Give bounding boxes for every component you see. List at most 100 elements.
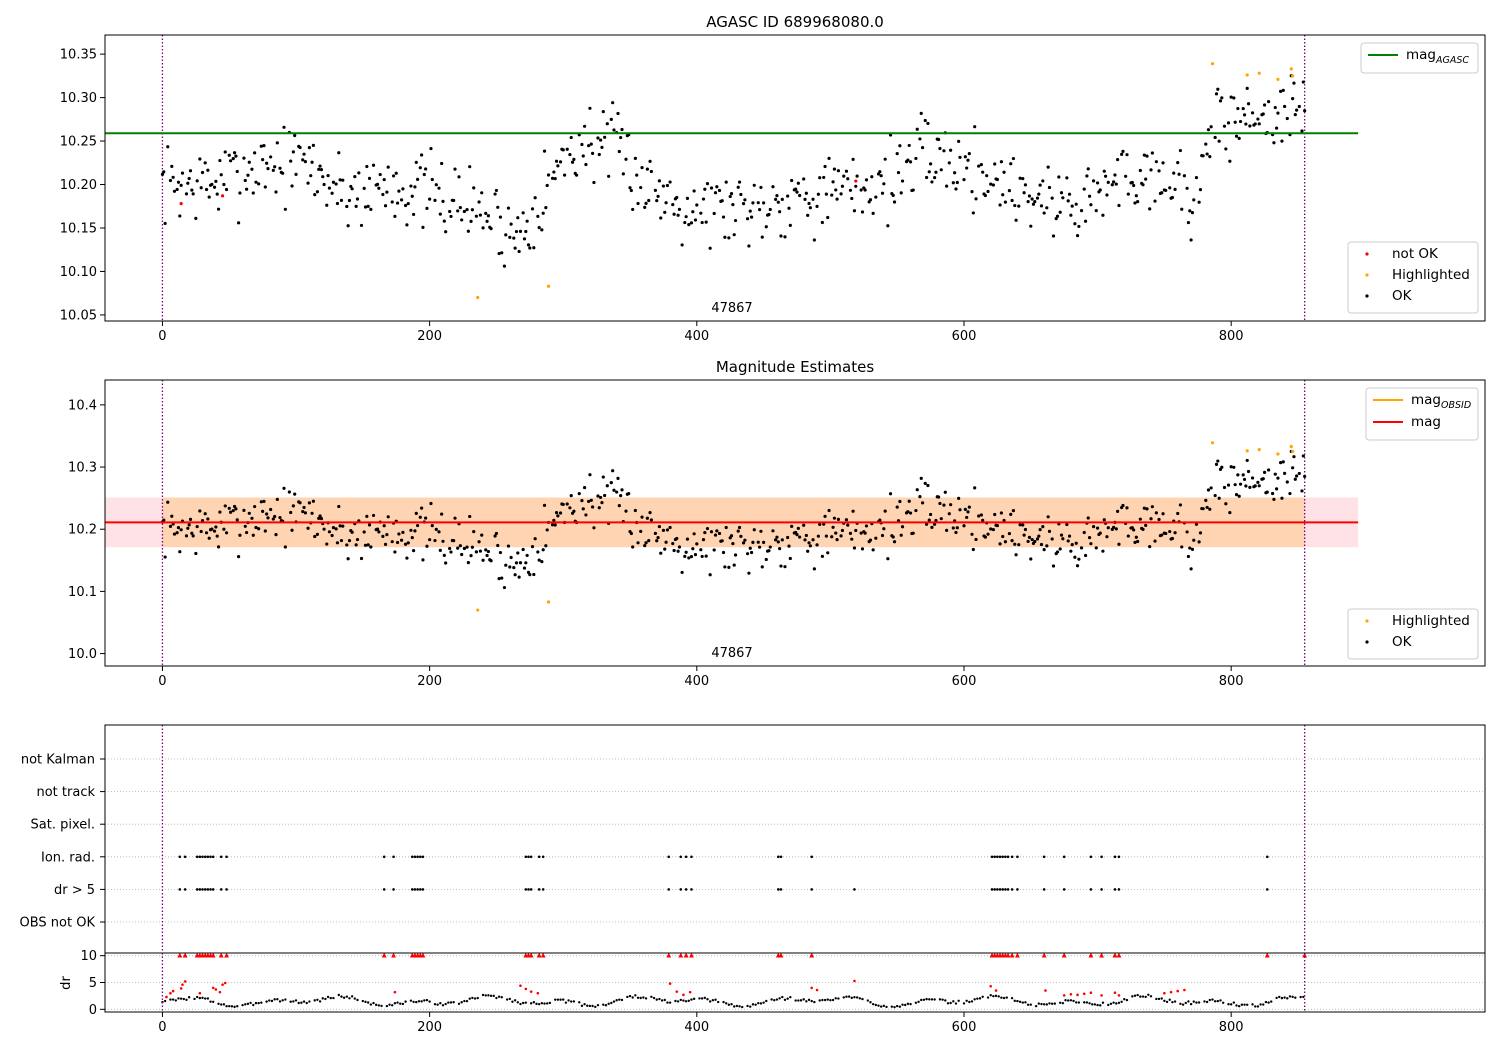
ok-point-p2-371 bbox=[796, 526, 800, 530]
ok-point-p1-55 bbox=[254, 180, 258, 184]
dr-point-410 bbox=[708, 1000, 712, 1003]
ok-point-p2-15 bbox=[187, 523, 191, 527]
ok-point-p1-514 bbox=[1041, 179, 1045, 183]
flag-point-4-12 bbox=[392, 888, 395, 891]
x-tick-label-600: 600 bbox=[952, 329, 977, 344]
ok-point-p2-211 bbox=[522, 566, 527, 570]
dr-point-692 bbox=[1085, 1001, 1089, 1004]
dr-point-464 bbox=[781, 995, 784, 999]
ok-point-p2-190 bbox=[486, 549, 491, 554]
dr-point-278 bbox=[532, 1001, 536, 1004]
ok-point-p2-653 bbox=[1280, 496, 1284, 500]
ok-point-p2-193 bbox=[493, 534, 497, 538]
dr-point-566 bbox=[917, 1000, 920, 1004]
dr-point-402 bbox=[698, 997, 701, 1000]
dr-point-468 bbox=[786, 997, 789, 1000]
highlighted-point-p2-4 bbox=[1257, 448, 1261, 452]
flag-point-3-10 bbox=[225, 855, 228, 859]
ok-point-p2-496 bbox=[1011, 509, 1016, 513]
ok-point-p2-645 bbox=[1265, 490, 1269, 494]
ok-point-p1-340 bbox=[743, 198, 747, 202]
ok-point-p2-250 bbox=[589, 498, 593, 502]
dr-red-point-36 bbox=[1169, 990, 1173, 994]
ok-point-p1-133 bbox=[390, 200, 394, 204]
ok-point-p2-393 bbox=[834, 531, 838, 535]
ok-point-p2-454 bbox=[938, 501, 942, 506]
ok-point-p1-357 bbox=[774, 197, 778, 201]
dr-point-564 bbox=[914, 1001, 918, 1005]
ok-point-p2-504 bbox=[1026, 539, 1030, 544]
dr-point-504 bbox=[834, 997, 837, 1000]
ok-point-p2-244 bbox=[580, 498, 584, 503]
ok-point-p2-25 bbox=[204, 531, 209, 535]
dr-point-296 bbox=[556, 998, 560, 1001]
legend-marker-p2-1 bbox=[1365, 640, 1369, 644]
ok-point-p1-308 bbox=[689, 221, 694, 225]
ok-point-p2-138 bbox=[397, 532, 401, 536]
dr-point-172 bbox=[391, 1004, 394, 1007]
ok-point-p2-485 bbox=[993, 512, 997, 517]
dr-point-318 bbox=[586, 1004, 589, 1007]
flag-point-3-3 bbox=[198, 855, 202, 859]
ok-point-p2-577 bbox=[1149, 517, 1153, 521]
dr-point-62 bbox=[244, 1003, 247, 1006]
ok-point-p1-632 bbox=[1244, 122, 1248, 126]
ok-point-p2-208 bbox=[517, 575, 521, 579]
ok-point-p2-276 bbox=[633, 508, 637, 513]
dr-capped-marker-20 bbox=[528, 952, 534, 958]
ok-point-p1-138 bbox=[397, 189, 401, 193]
dr-capped-marker-12 bbox=[391, 952, 396, 958]
dr-point-164 bbox=[380, 1004, 383, 1008]
ok-point-p2-278 bbox=[636, 541, 640, 545]
dr-red-point-7 bbox=[211, 986, 215, 990]
ok-point-p2-229 bbox=[553, 523, 557, 527]
dr-point-510 bbox=[842, 996, 845, 999]
legend-label-p2-1: mag bbox=[1411, 414, 1441, 430]
ok-point-p1-82 bbox=[302, 152, 306, 156]
ok-point-p1-541 bbox=[1087, 194, 1092, 198]
ok-point-p1-469 bbox=[965, 166, 969, 170]
flag-point-3-45 bbox=[1265, 855, 1269, 859]
ok-point-p1-265 bbox=[616, 111, 620, 116]
ok-point-p2-24 bbox=[203, 512, 207, 516]
dr-point-758 bbox=[1173, 1000, 1177, 1003]
flag-point-4-7 bbox=[209, 888, 212, 891]
ok-point-p2-661 bbox=[1293, 477, 1297, 481]
ok-point-p2-160 bbox=[434, 527, 438, 531]
flag-point-3-7 bbox=[209, 855, 212, 859]
ok-point-p1-42 bbox=[232, 151, 237, 155]
dr-point-222 bbox=[457, 1002, 461, 1006]
ok-point-p2-643 bbox=[1262, 470, 1267, 474]
ok-point-p1-326 bbox=[720, 199, 724, 203]
dr-red-point-5 bbox=[183, 980, 187, 983]
ok-point-p1-11 bbox=[179, 183, 183, 187]
dr-point-514 bbox=[847, 995, 851, 998]
ok-point-p1-231 bbox=[556, 164, 560, 168]
ok-point-p1-573 bbox=[1142, 153, 1146, 157]
ok-point-p1-402 bbox=[850, 196, 854, 201]
ok-point-p2-343 bbox=[748, 546, 752, 550]
ok-point-p2-210 bbox=[521, 547, 525, 552]
ok-point-p1-131 bbox=[385, 190, 389, 194]
ok-point-p1-289 bbox=[656, 194, 660, 198]
ok-point-p2-388 bbox=[826, 551, 830, 555]
ok-point-p2-206 bbox=[514, 561, 519, 565]
dr-point-144 bbox=[353, 997, 357, 1000]
ok-point-p2-431 bbox=[899, 533, 903, 537]
flag-point-3-27 bbox=[777, 855, 780, 859]
ok-point-p2-597 bbox=[1185, 530, 1189, 534]
ok-point-p2-167 bbox=[448, 546, 452, 551]
ok-point-p2-408 bbox=[860, 547, 865, 551]
dr-point-406 bbox=[703, 996, 707, 1000]
ok-point-p2-515 bbox=[1042, 548, 1046, 552]
dr-point-324 bbox=[594, 1005, 597, 1009]
ok-point-p1-170 bbox=[452, 198, 456, 203]
ok-point-p2-149 bbox=[416, 523, 420, 528]
ok-point-p2-42 bbox=[232, 504, 237, 509]
ok-point-p1-513 bbox=[1039, 204, 1044, 208]
ok-point-p2-628 bbox=[1237, 494, 1241, 498]
dr-point-492 bbox=[818, 999, 821, 1002]
ok-point-p1-493 bbox=[1007, 189, 1012, 193]
ok-point-p1-232 bbox=[558, 160, 563, 164]
dr-point-640 bbox=[1016, 999, 1019, 1003]
